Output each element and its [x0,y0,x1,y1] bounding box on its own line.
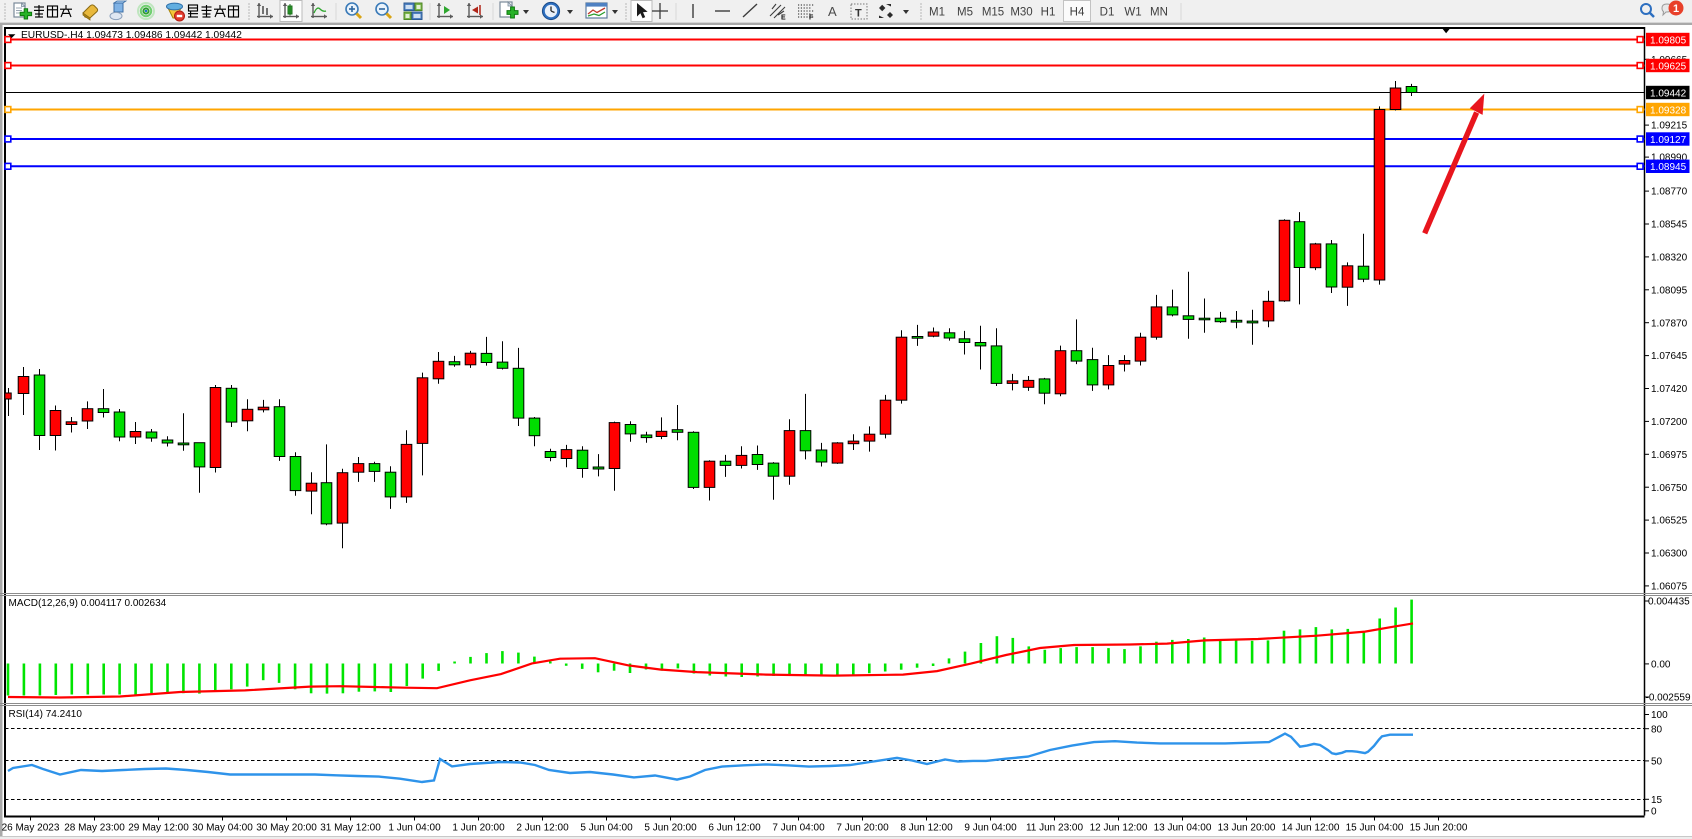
svg-text:50: 50 [1651,757,1663,768]
svg-text:M1: M1 [929,7,945,19]
svg-text:F: F [809,15,814,22]
svg-text:8 Jun 12:00: 8 Jun 12:00 [900,823,953,834]
svg-text:0.00: 0.00 [1651,660,1671,671]
svg-text:11 Jun 23:00: 11 Jun 23:00 [1026,823,1084,834]
svg-text:1.06750: 1.06750 [1651,483,1688,494]
svg-text:9 Jun 04:00: 9 Jun 04:00 [964,823,1017,834]
svg-text:1.06975: 1.06975 [1651,450,1688,461]
svg-text:1.08545: 1.08545 [1651,220,1688,231]
svg-text:-0.002559: -0.002559 [1646,693,1691,704]
svg-text:1.07420: 1.07420 [1651,384,1688,395]
svg-text:H1: H1 [1041,7,1056,19]
svg-text:RSI(14) 74.2410: RSI(14) 74.2410 [9,709,83,720]
svg-text:1.07645: 1.07645 [1651,351,1688,362]
svg-text:1.06075: 1.06075 [1651,582,1688,593]
svg-text:MN: MN [1150,7,1168,19]
svg-text:1.06525: 1.06525 [1651,516,1688,527]
svg-text:EURUSD-.H4 1.09473 1.09486 1.: EURUSD-.H4 1.09473 1.09486 1.09442 1.094… [21,30,242,41]
svg-text:1.09127: 1.09127 [1650,135,1687,146]
svg-text:1.06300: 1.06300 [1651,549,1688,560]
svg-text:M5: M5 [957,7,973,19]
svg-text:15 Jun 20:00: 15 Jun 20:00 [1410,823,1468,834]
svg-text:MACD(12,26,9) 0.004117 0.00263: MACD(12,26,9) 0.004117 0.002634 [9,598,167,609]
svg-text:1.08320: 1.08320 [1651,253,1688,264]
svg-text:1.09328: 1.09328 [1650,105,1687,116]
svg-text:H4: H4 [1070,7,1085,19]
svg-text:1.08095: 1.08095 [1651,285,1688,296]
svg-text:5 Jun 20:00: 5 Jun 20:00 [644,823,697,834]
svg-text:1.09805: 1.09805 [1650,35,1687,46]
svg-text:31 May 12:00: 31 May 12:00 [320,823,381,834]
svg-text:1.07870: 1.07870 [1651,318,1688,329]
svg-text:1 Jun 04:00: 1 Jun 04:00 [388,823,441,834]
svg-text:100: 100 [1651,710,1668,721]
svg-text:15: 15 [1651,795,1663,806]
svg-text:D1: D1 [1100,7,1115,19]
svg-text:T: T [855,8,862,20]
svg-text:1.08990: 1.08990 [1651,153,1688,164]
svg-text:30 May 04:00: 30 May 04:00 [192,823,253,834]
svg-text:0.004435: 0.004435 [1648,597,1690,608]
svg-text:0: 0 [1651,806,1657,817]
svg-text:E: E [781,15,786,22]
svg-text:1: 1 [1673,3,1679,15]
svg-text:A: A [828,4,837,19]
svg-text:1.07200: 1.07200 [1651,417,1688,428]
svg-text:1.09215: 1.09215 [1651,121,1688,132]
svg-text:13 Jun 04:00: 13 Jun 04:00 [1154,823,1212,834]
svg-text:1.09625: 1.09625 [1650,61,1687,72]
svg-text:30 May 20:00: 30 May 20:00 [256,823,317,834]
svg-text:1.09442: 1.09442 [1650,88,1687,99]
svg-text:M30: M30 [1010,7,1032,19]
svg-text:12 Jun 12:00: 12 Jun 12:00 [1090,823,1148,834]
svg-text:26 May 2023: 26 May 2023 [2,823,60,834]
svg-text:1.08945: 1.08945 [1650,162,1687,173]
svg-text:13 Jun 20:00: 13 Jun 20:00 [1218,823,1276,834]
svg-text:80: 80 [1651,724,1663,735]
svg-text:1 Jun 20:00: 1 Jun 20:00 [452,823,505,834]
svg-text:M15: M15 [982,7,1004,19]
svg-text:2 Jun 12:00: 2 Jun 12:00 [516,823,569,834]
svg-text:15 Jun 04:00: 15 Jun 04:00 [1346,823,1404,834]
svg-text:1.08770: 1.08770 [1651,187,1688,198]
svg-text:6 Jun 12:00: 6 Jun 12:00 [708,823,761,834]
svg-text:W1: W1 [1124,7,1141,19]
svg-text:7 Jun 20:00: 7 Jun 20:00 [836,823,889,834]
svg-text:7 Jun 04:00: 7 Jun 04:00 [772,823,825,834]
svg-text:14 Jun 12:00: 14 Jun 12:00 [1282,823,1340,834]
svg-text:28 May 23:00: 28 May 23:00 [64,823,125,834]
svg-text:29 May 12:00: 29 May 12:00 [128,823,189,834]
svg-text:5 Jun 04:00: 5 Jun 04:00 [580,823,633,834]
